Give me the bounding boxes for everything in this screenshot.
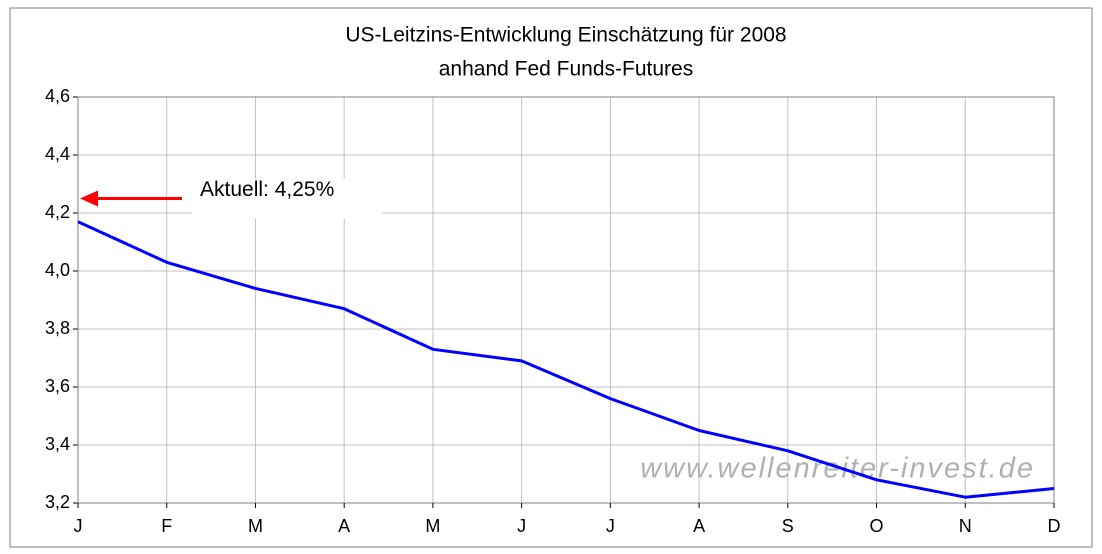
chart-frame	[9, 7, 1093, 548]
x-tick-label: M	[425, 516, 440, 536]
x-tick-label: M	[248, 516, 263, 536]
y-tick-label: 4,6	[45, 86, 70, 106]
x-tick-label: A	[693, 516, 705, 536]
annotation-text: Aktuell: 4,25%	[200, 178, 334, 201]
x-tick-label: A	[338, 516, 350, 536]
x-tick-label: J	[517, 516, 526, 536]
data-line	[77, 220, 1055, 499]
x-tick-label: O	[870, 516, 884, 536]
x-tick-label: N	[959, 516, 972, 536]
x-tick-label: J	[606, 516, 615, 536]
y-tick-label: 4,2	[45, 202, 70, 222]
x-tick-label: D	[1048, 516, 1061, 536]
y-tick-label: 3,2	[45, 492, 70, 512]
x-tick-label: F	[161, 516, 172, 536]
x-tick-label: S	[782, 516, 794, 536]
watermark: www.wellenreiter-invest.de	[640, 453, 1035, 485]
annotation-box	[192, 178, 382, 219]
y-tick-label: 3,4	[45, 434, 70, 454]
y-tick-label: 4,4	[45, 144, 70, 164]
y-tick-label: 3,8	[45, 318, 70, 338]
y-tick-label: 3,6	[45, 376, 70, 396]
plot-area	[77, 96, 1055, 504]
x-tick-label: J	[74, 516, 83, 536]
y-tick-label: 4,0	[45, 260, 70, 280]
chart-title: US-Leitzins-Entwicklung Einschätzung für…	[345, 24, 786, 47]
annotation-arrowhead	[80, 190, 98, 207]
chart-subtitle: anhand Fed Funds-Futures	[439, 58, 693, 81]
